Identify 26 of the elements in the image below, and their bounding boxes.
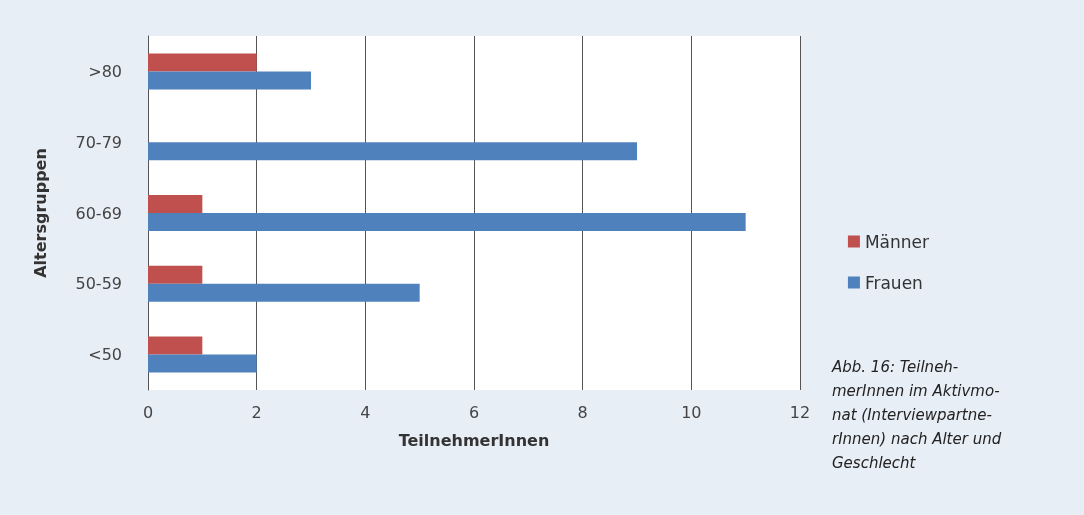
x-tick-label: 8 (577, 402, 588, 422)
x-tick-label: 10 (681, 402, 702, 422)
x-tick-label: 2 (251, 402, 262, 422)
x-tick-label: 12 (789, 402, 811, 422)
bar (148, 213, 746, 231)
y-axis-title: Altersgruppen (30, 148, 50, 278)
bar (148, 336, 203, 355)
caption: Abb. 16: Teilneh- merInnen im Aktivmo- nat (Interviewpartne- rInnen) nach Alter und Geschlecht (831, 358, 1002, 472)
x-tick-label: 6 (468, 402, 480, 422)
y-tick-label: >80 (88, 61, 122, 81)
bar (148, 283, 420, 302)
x-axis-title: TeilnehmerInnen (398, 430, 550, 450)
legend-label: Frauen (864, 272, 923, 293)
x-tick-label: 0 (142, 402, 154, 422)
x-tick-label: 4 (360, 402, 371, 422)
bar (148, 354, 257, 373)
legend-label: Männer (864, 231, 930, 252)
bar (148, 265, 203, 284)
bar (148, 195, 203, 213)
y-tick-label: <50 (88, 345, 122, 365)
y-tick-label: 60-69 (75, 203, 122, 223)
bar (148, 71, 311, 90)
bar (148, 142, 637, 161)
bar (148, 53, 257, 72)
y-tick-label: 70-79 (75, 132, 122, 152)
y-tick-label: 50-59 (75, 274, 122, 294)
